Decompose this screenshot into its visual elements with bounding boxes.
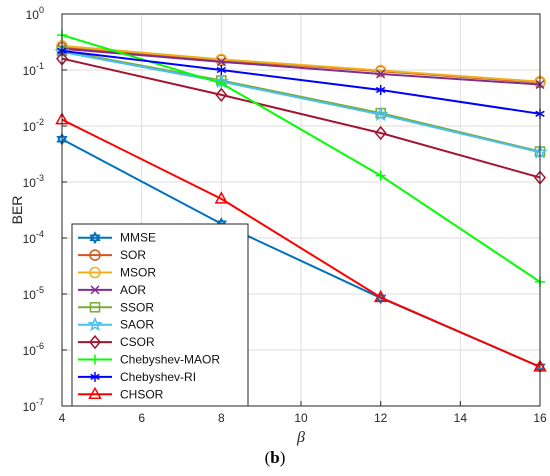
y-tick-label: 10-6 [23,341,44,358]
figure-caption: (b) [0,448,550,468]
x-tick-label: 10 [294,411,308,425]
y-tick-label: 10-4 [23,229,44,246]
marker-shape [89,266,101,279]
legend-label: MMSE [120,231,156,245]
x-tick-label: 12 [374,411,388,425]
marker-plus [216,78,227,89]
marker-shape [374,125,387,141]
marker-plus [375,170,386,181]
legend-item: CHSOR [78,386,164,401]
marker-shape [90,373,100,381]
legend: MMSE SOR MSOR AOR SSOR SAOR CSOR Chebyshev-MAOR… [71,223,249,407]
marker-shape [372,106,389,122]
marker-asterisk [375,84,386,95]
marker-shape [216,66,227,74]
marker-shape [89,234,101,245]
marker-x [216,57,226,67]
marker-asterisk [216,65,227,75]
legend-label: MSOR [120,266,156,280]
y-tick-label: 10-7 [23,397,44,414]
marker-circle [215,53,228,66]
marker-diamond [215,87,228,103]
legend-item: MMSE [78,231,156,245]
caption-close: ) [279,448,286,467]
y-tick-label: 10-1 [23,61,44,78]
marker-shape [89,249,101,261]
marker-shape [215,87,228,103]
y-axis-label: BER [9,196,25,225]
legend-item: MSOR [78,266,156,280]
marker-diamond [374,125,387,141]
marker-shape [89,334,101,350]
marker-shape [89,231,101,241]
marker-shape [89,302,101,313]
marker-triangle [214,191,229,204]
legend-label: CSOR [120,335,155,349]
y-tick-label: 10-2 [23,117,44,134]
legend-item: SSOR [78,300,154,314]
marker-star [372,106,389,122]
marker-diamond [89,334,101,350]
marker-triangle [88,386,102,400]
legend-item: AOR [78,283,146,297]
legend-item: SAOR [78,316,154,332]
marker-square [89,302,101,313]
marker-x [376,69,386,79]
series-line [61,47,541,86]
series-line [61,34,541,283]
y-tick-label: 100 [26,5,44,22]
marker-plus [90,354,100,365]
marker-shape [373,289,388,303]
legend-label: SAOR [120,318,154,332]
series-csor [56,51,546,185]
series-line [61,49,541,153]
marker-x [90,285,100,295]
legend-item: Chebyshev-MAOR [78,353,220,367]
legend-item: Chebyshev-RI [78,370,196,384]
marker-shape [374,64,387,77]
marker-circle [89,249,101,261]
x-tick-label: 6 [138,411,145,425]
legend-label: SSOR [120,300,154,314]
x-tick-label: 4 [59,411,66,425]
legend-label: Chebyshev-MAOR [120,353,220,367]
caption-open: ( [264,448,271,467]
legend-label: AOR [120,283,146,297]
legend-item: CSOR [78,334,155,350]
series-line [61,44,541,83]
x-tick-label: 16 [533,411,547,425]
marker-shape [215,53,228,66]
caption-letter: b [270,448,280,467]
series-line [61,57,541,179]
marker-shape [90,285,100,295]
marker-hexagram [89,231,101,245]
marker-circle [374,64,387,77]
y-tick-label: 10-5 [23,285,44,302]
marker-shape [214,191,229,204]
series-chsor [55,112,547,372]
marker-shape [376,69,386,79]
marker-shape [216,57,226,67]
x-tick-label: 14 [454,411,468,425]
y-tick-label: 10-3 [23,173,44,190]
marker-shape [375,86,386,94]
legend-label: Chebyshev-RI [120,370,196,384]
legend-label: CHSOR [120,387,164,401]
marker-asterisk [90,371,100,382]
marker-shape [88,386,102,400]
ber-chart: 4 6 8 10 12 14 16 100 10-1 10-2 10-3 10-4 10-5 10-6 10… [9,5,548,446]
legend-label: SOR [120,248,146,262]
x-axis-label: β [296,429,305,446]
marker-triangle [373,289,388,303]
marker-star [87,316,103,332]
x-tick-label: 8 [218,411,225,425]
series-line [61,49,541,115]
series-line [61,118,541,368]
marker-shape [87,316,103,332]
legend-item: SOR [78,248,146,262]
marker-circle [89,266,101,279]
series-line [61,50,541,154]
